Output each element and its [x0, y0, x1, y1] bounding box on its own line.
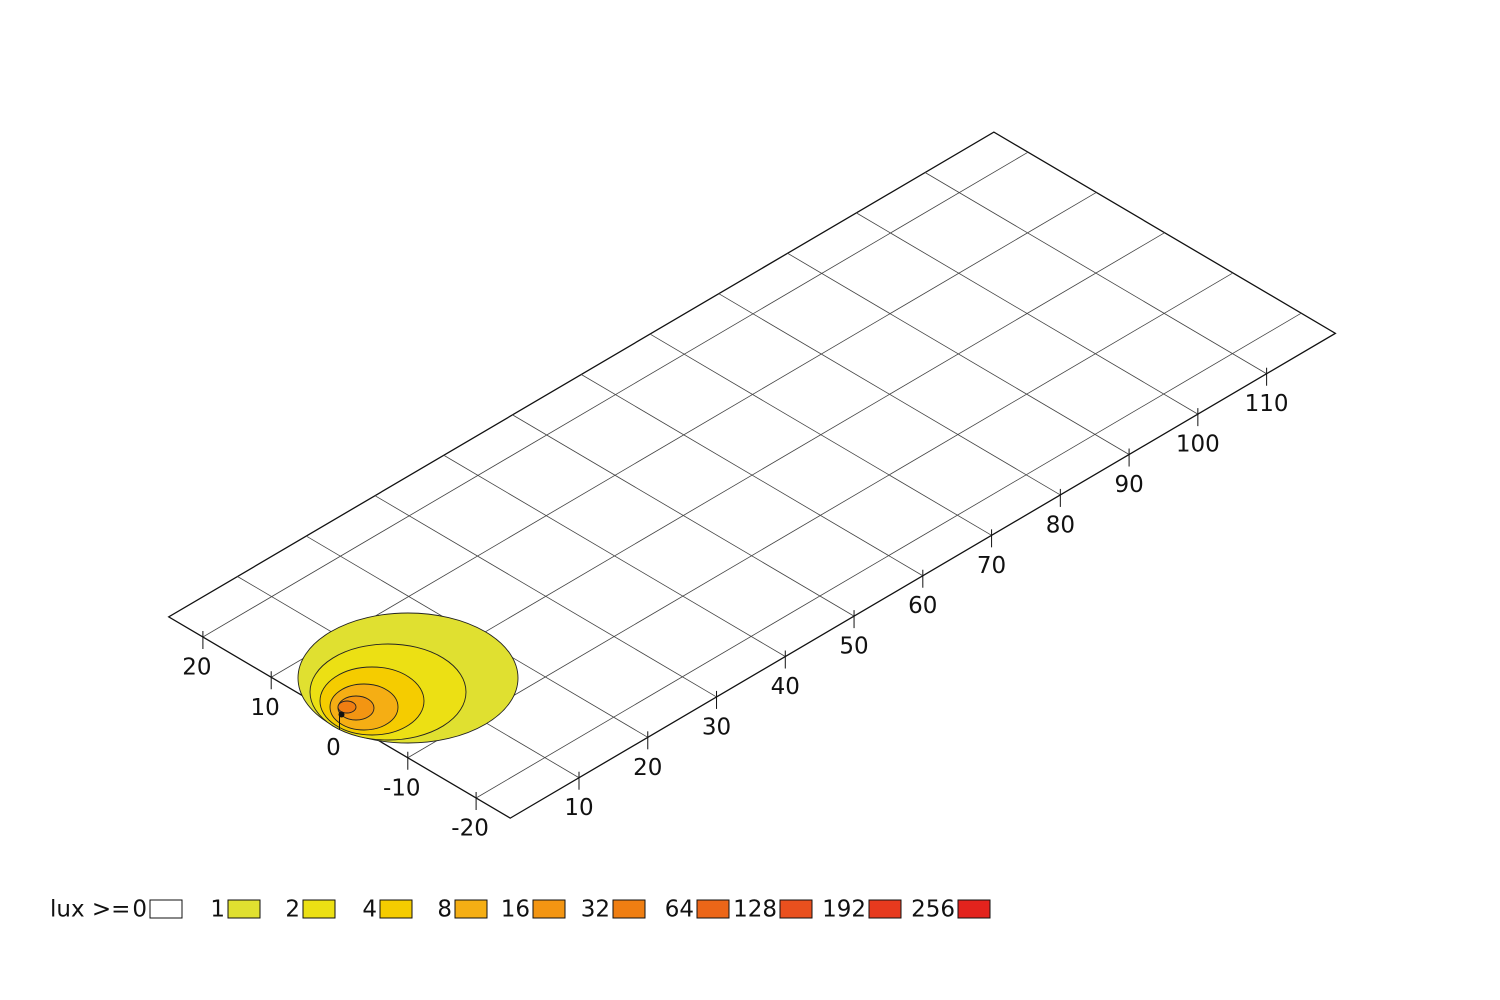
- legend-swatch: [868, 899, 902, 919]
- legend-label: 2: [285, 897, 300, 923]
- y-tick-label: 10: [251, 695, 280, 721]
- legend-label: 256: [911, 897, 955, 923]
- contours: [297, 612, 519, 744]
- legend-swatch: [227, 899, 261, 919]
- x-tick-label: 90: [1114, 472, 1143, 498]
- legend-label: 128: [733, 897, 777, 923]
- x-tick-label: 30: [702, 714, 731, 740]
- legend-title: lux >=: [50, 897, 130, 923]
- legend-label: 32: [581, 897, 610, 923]
- x-tick-label: 60: [908, 593, 937, 619]
- legend-swatch: [379, 899, 413, 919]
- grid-line: [475, 312, 1302, 799]
- legend-label: 8: [437, 897, 452, 923]
- x-tick-label: 20: [633, 755, 662, 781]
- legend-swatch: [957, 899, 991, 919]
- axes: 10 20 30 40 50 60 70 80 90 100 110 -20 -10 0 10 20: [182, 367, 1289, 842]
- legend-label: 64: [665, 897, 694, 923]
- legend-swatch: [302, 899, 336, 919]
- x-tick-label: 50: [839, 634, 868, 660]
- x-tick-label: 40: [771, 674, 800, 700]
- legend-swatch: [149, 899, 183, 919]
- y-tick-label: 20: [182, 655, 211, 681]
- legend-label: 192: [822, 897, 866, 923]
- grid-line: [270, 192, 1097, 678]
- legend: lux >= 0 1 2 4 8 16 32 64 128 192 256: [50, 897, 991, 923]
- isolux-contour: [337, 700, 357, 714]
- grid-line: [407, 272, 1234, 759]
- legend-label: 16: [501, 897, 530, 923]
- legend-swatch: [696, 899, 730, 919]
- y-tick-label: -10: [383, 775, 421, 801]
- legend-swatch: [532, 899, 566, 919]
- y-tick-label: 0: [326, 735, 341, 761]
- x-tick-label: 110: [1245, 391, 1289, 417]
- legend-swatch: [779, 899, 813, 919]
- legend-label: 4: [362, 897, 377, 923]
- legend-swatch: [612, 899, 646, 919]
- x-tick-label: 70: [977, 553, 1006, 579]
- x-tick-label: 100: [1176, 432, 1220, 458]
- x-tick-label: 10: [564, 795, 593, 821]
- legend-label: 0: [132, 897, 147, 923]
- legend-swatch: [454, 899, 488, 919]
- grid-line: [202, 151, 1029, 638]
- y-tick-label: -20: [451, 816, 489, 842]
- x-tick-label: 80: [1046, 512, 1075, 538]
- legend-label: 1: [210, 897, 225, 923]
